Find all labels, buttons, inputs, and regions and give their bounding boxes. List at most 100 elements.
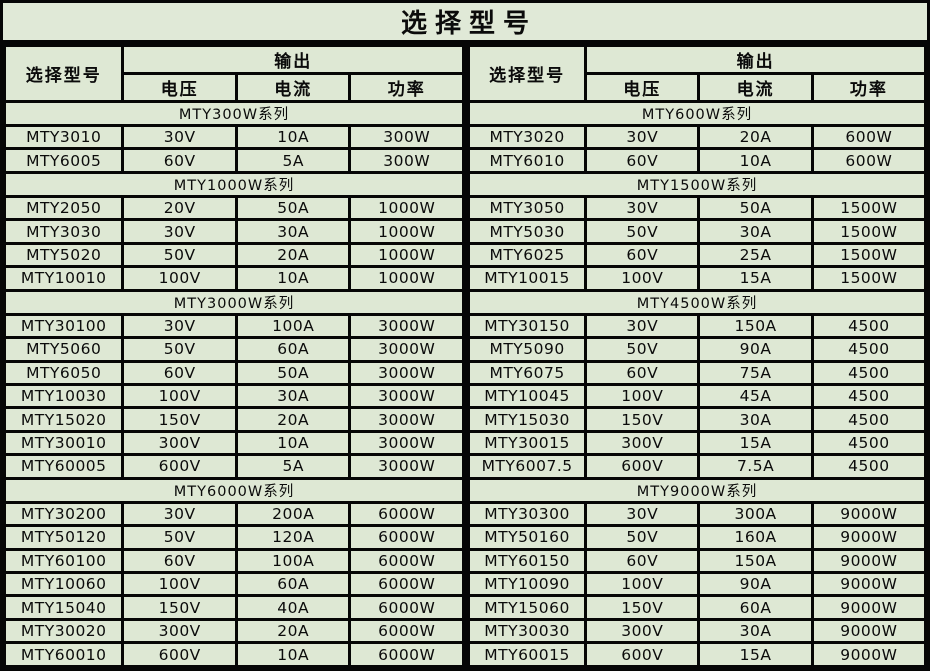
table-halves: 选择型号 输出 电压 电流 功率 MTY300W系列 MTY3010 30V 10A 3… bbox=[2, 44, 928, 668]
model-cell: MTY3010 bbox=[2, 123, 125, 151]
voltage-cell: 100V bbox=[121, 265, 238, 292]
table-row: MTY6050 60V 50A 3000W bbox=[2, 359, 465, 386]
table-row: MTY60005 600V 5A 3000W bbox=[2, 453, 465, 480]
current-cell: 20A bbox=[234, 617, 352, 645]
voltage-cell: 150V bbox=[121, 594, 238, 621]
table-row: MTY60100 60V 100A 6000W bbox=[2, 547, 465, 575]
power-cell: 9000W bbox=[810, 524, 928, 551]
model-cell: MTY10090 bbox=[465, 570, 588, 598]
model-cell: MTY6005 bbox=[2, 147, 125, 174]
power-cell: 1500W bbox=[810, 194, 928, 222]
voltage-cell: 30V bbox=[584, 312, 701, 340]
voltage-cell: 600V bbox=[584, 453, 701, 480]
power-cell: 9000W bbox=[810, 617, 928, 645]
model-cell: MTY10030 bbox=[2, 382, 125, 410]
model-cell: MTY50120 bbox=[2, 524, 125, 551]
model-cell: MTY15060 bbox=[465, 594, 588, 621]
series-header-row: MTY9000W系列 bbox=[466, 476, 927, 504]
table-row: MTY6075 60V 75A 4500 bbox=[465, 359, 928, 386]
table-body-right: MTY600W系列 MTY3020 30V 20A 600W MTY6010 60V 10A 6… bbox=[465, 100, 928, 668]
table-left: 选择型号 输出 电压 电流 功率 MTY300W系列 MTY3010 30V 10A 3… bbox=[2, 44, 465, 668]
model-cell: MTY6050 bbox=[2, 359, 125, 386]
series-label: MTY3000W系列 bbox=[3, 288, 465, 316]
table-row: MTY10030 100V 30A 3000W bbox=[2, 382, 465, 410]
table-row: MTY10015 100V 15A 1500W bbox=[465, 265, 928, 292]
power-cell: 3000W bbox=[348, 359, 465, 386]
voltage-cell: 60V bbox=[584, 147, 701, 174]
table-row: MTY15030 150V 30A 4500 bbox=[465, 406, 928, 433]
model-cell: MTY30150 bbox=[465, 312, 588, 340]
table-row: MTY6010 60V 10A 600W bbox=[465, 147, 928, 174]
output-header: 输出 bbox=[121, 44, 465, 75]
current-cell: 10A bbox=[234, 265, 352, 292]
series-header-row: MTY300W系列 bbox=[3, 100, 465, 127]
current-cell: 100A bbox=[234, 312, 352, 340]
current-cell: 30A bbox=[697, 617, 814, 645]
voltage-cell: 50V bbox=[584, 336, 701, 363]
voltage-cell: 600V bbox=[121, 453, 238, 480]
voltage-cell: 100V bbox=[121, 570, 238, 598]
power-cell: 9000W bbox=[810, 547, 928, 575]
page-title: 选择型号 bbox=[3, 3, 927, 44]
power-cell: 3000W bbox=[348, 312, 465, 340]
power-cell: 6000W bbox=[348, 500, 465, 528]
table-row: MTY30200 30V 200A 6000W bbox=[2, 500, 465, 528]
current-cell: 40A bbox=[234, 594, 352, 621]
current-cell: 160A bbox=[697, 524, 814, 551]
power-cell: 1500W bbox=[810, 241, 928, 269]
model-cell: MTY6007.5 bbox=[465, 453, 588, 480]
model-cell: MTY10015 bbox=[465, 265, 588, 292]
table-row: MTY2050 20V 50A 1000W bbox=[2, 194, 465, 222]
current-cell: 60A bbox=[234, 570, 352, 598]
voltage-cell: 30V bbox=[584, 123, 701, 151]
current-cell: 60A bbox=[697, 594, 814, 621]
power-cell: 6000W bbox=[348, 524, 465, 551]
model-cell: MTY30020 bbox=[2, 617, 125, 645]
model-cell: MTY30300 bbox=[465, 500, 588, 528]
table-row: MTY30015 300V 15A 4500 bbox=[465, 429, 928, 457]
voltage-cell: 30V bbox=[121, 123, 238, 151]
series-header-row: MTY1500W系列 bbox=[466, 170, 927, 198]
current-cell: 30A bbox=[697, 218, 814, 245]
series-header-row: MTY4500W系列 bbox=[466, 288, 927, 316]
voltage-cell: 150V bbox=[121, 406, 238, 433]
voltage-cell: 300V bbox=[121, 617, 238, 645]
power-cell: 3000W bbox=[348, 453, 465, 480]
current-cell: 5A bbox=[234, 147, 352, 174]
voltage-column-header: 电压 bbox=[584, 72, 701, 103]
voltage-cell: 30V bbox=[584, 194, 701, 222]
current-cell: 20A bbox=[234, 406, 352, 433]
table-row: MTY10045 100V 45A 4500 bbox=[465, 382, 928, 410]
voltage-cell: 60V bbox=[121, 547, 238, 575]
current-cell: 50A bbox=[234, 359, 352, 386]
table-row: MTY6025 60V 25A 1500W bbox=[465, 241, 928, 269]
model-cell: MTY10060 bbox=[2, 570, 125, 598]
power-column-header: 功率 bbox=[348, 72, 465, 103]
current-cell: 20A bbox=[234, 241, 352, 269]
model-cell: MTY30010 bbox=[2, 429, 125, 457]
power-cell: 4500 bbox=[810, 453, 928, 480]
power-cell: 600W bbox=[810, 123, 928, 151]
model-cell: MTY30200 bbox=[2, 500, 125, 528]
model-cell: MTY3020 bbox=[465, 123, 588, 151]
voltage-cell: 300V bbox=[584, 429, 701, 457]
power-column-header: 功率 bbox=[810, 72, 928, 103]
model-cell: MTY6025 bbox=[465, 241, 588, 269]
voltage-cell: 50V bbox=[121, 336, 238, 363]
series-label: MTY4500W系列 bbox=[466, 288, 927, 316]
current-cell: 7.5A bbox=[697, 453, 814, 480]
voltage-cell: 50V bbox=[584, 218, 701, 245]
series-label: MTY1000W系列 bbox=[3, 170, 465, 198]
current-column-header: 电流 bbox=[234, 72, 352, 103]
current-cell: 90A bbox=[697, 336, 814, 363]
current-cell: 100A bbox=[234, 547, 352, 575]
model-cell: MTY3030 bbox=[2, 218, 125, 245]
series-header-row: MTY3000W系列 bbox=[3, 288, 465, 316]
power-cell: 300W bbox=[348, 123, 465, 151]
current-cell: 120A bbox=[234, 524, 352, 551]
power-cell: 3000W bbox=[348, 336, 465, 363]
table-row: MTY10010 100V 10A 1000W bbox=[2, 265, 465, 292]
table-row: MTY5020 50V 20A 1000W bbox=[2, 241, 465, 269]
current-cell: 90A bbox=[697, 570, 814, 598]
